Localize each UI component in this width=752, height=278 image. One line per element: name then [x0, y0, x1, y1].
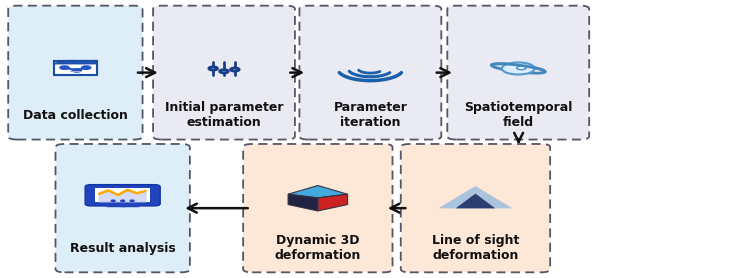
Text: Dynamic 3D
deformation: Dynamic 3D deformation: [274, 234, 361, 262]
Polygon shape: [54, 61, 97, 64]
FancyBboxPatch shape: [299, 6, 441, 140]
Polygon shape: [288, 185, 347, 198]
Circle shape: [502, 63, 535, 75]
Circle shape: [130, 200, 134, 202]
Circle shape: [220, 70, 229, 73]
Text: Parameter
iteration: Parameter iteration: [333, 101, 408, 130]
Polygon shape: [318, 194, 347, 211]
FancyBboxPatch shape: [8, 6, 143, 140]
FancyBboxPatch shape: [401, 144, 550, 272]
Circle shape: [231, 68, 239, 71]
Polygon shape: [288, 194, 318, 211]
Polygon shape: [456, 193, 496, 208]
Bar: [70, 71, 80, 72]
Circle shape: [111, 200, 115, 202]
Text: Spatiotemporal
field: Spatiotemporal field: [464, 101, 572, 130]
Circle shape: [517, 66, 526, 70]
FancyBboxPatch shape: [153, 6, 295, 140]
Circle shape: [60, 66, 69, 69]
Circle shape: [82, 66, 91, 69]
FancyBboxPatch shape: [85, 185, 160, 206]
Text: Data collection: Data collection: [23, 109, 128, 122]
Text: Line of sight
deformation: Line of sight deformation: [432, 234, 519, 262]
FancyBboxPatch shape: [447, 6, 589, 140]
FancyBboxPatch shape: [243, 144, 393, 272]
Circle shape: [121, 200, 125, 202]
FancyBboxPatch shape: [54, 61, 97, 75]
Circle shape: [72, 69, 81, 72]
Polygon shape: [438, 186, 513, 208]
Text: Initial parameter
estimation: Initial parameter estimation: [165, 101, 284, 130]
Circle shape: [209, 67, 217, 70]
Text: Result analysis: Result analysis: [70, 242, 175, 255]
Bar: [95, 188, 150, 202]
FancyBboxPatch shape: [56, 144, 190, 272]
